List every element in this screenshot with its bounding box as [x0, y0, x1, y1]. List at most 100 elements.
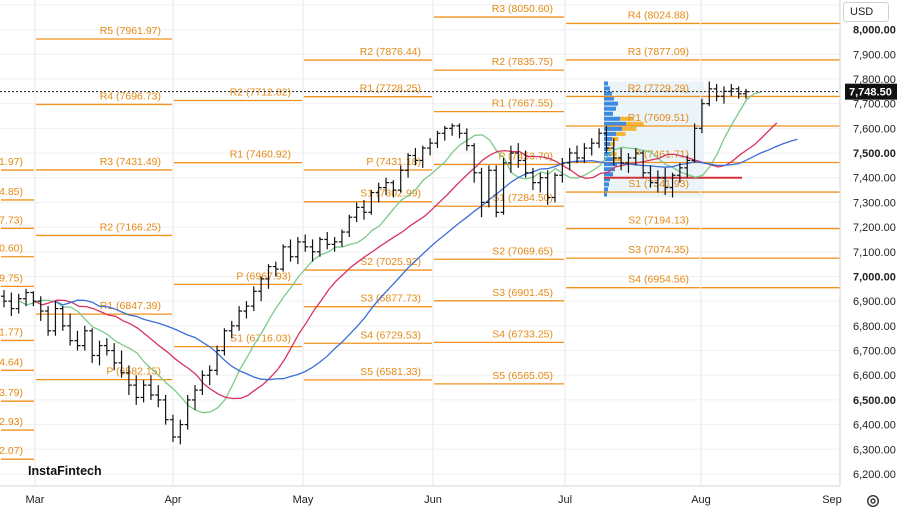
volume-profile-bar: [604, 152, 611, 157]
volume-profile-bar: [604, 111, 613, 116]
horizontal-gridlines: [0, 4, 840, 475]
volume-profile-bar: [626, 121, 644, 126]
pivot-label: R1 (7728.25): [360, 83, 421, 95]
pivot-label: P (6582.15): [106, 366, 161, 378]
volume-profile-bar: [610, 141, 615, 147]
pivot-label: S2 (7069.65): [492, 245, 553, 257]
pivot-label: 2.07): [0, 445, 23, 457]
pivot-label: R2 (7166.25): [100, 221, 161, 233]
volume-profile-bar: [604, 172, 613, 177]
y-tick-label: 6,400.00: [853, 420, 896, 432]
settings-gear-icon[interactable]: [866, 494, 880, 508]
watermark: InstaFintech: [28, 464, 102, 478]
y-tick-label: 7,200.00: [853, 222, 896, 234]
pivot-label: 3.79): [0, 387, 23, 399]
volume-profile-bar: [604, 162, 617, 167]
x-tick-label: May: [293, 494, 314, 506]
y-tick-label: 7,500.00: [853, 148, 896, 160]
volume-profile-bar: [608, 147, 612, 152]
pivot-label: S2 (7025.92): [360, 256, 421, 268]
volume-profile-bar: [604, 167, 615, 172]
pivot-label: 0.60): [0, 243, 23, 255]
volume-profile-bar: [604, 136, 612, 141]
pivot-label: S4 (6729.53): [360, 329, 421, 341]
volume-profile-bar: [604, 116, 620, 121]
pivot-label: 9.75): [0, 272, 23, 284]
y-tick-label: 7,000.00: [853, 271, 896, 283]
volume-profile-bar: [604, 96, 614, 101]
pivot-label: S2 (7194.13): [628, 215, 689, 227]
current-price-tag: 7,748.50: [845, 83, 897, 100]
pivot-label: R1 (7609.51): [628, 112, 689, 124]
pivot-label: P (7431.18): [366, 156, 421, 168]
x-tick-label: Jun: [424, 494, 442, 506]
y-tick-label: 7,300.00: [853, 197, 896, 209]
vertical-gridlines: [34, 0, 702, 486]
pivot-label: S4 (6733.25): [492, 328, 553, 340]
moving-averages: [19, 91, 798, 414]
price-bars: [1, 81, 749, 445]
pivot-label: S3 (7074.35): [628, 244, 689, 256]
moving-average-short: [19, 91, 762, 414]
pivot-label: S5 (6565.05): [492, 370, 553, 382]
volume-profile-bar: [604, 187, 608, 192]
pivot-label: P (6967.93): [236, 270, 291, 282]
volume-profile-bar: [604, 101, 618, 106]
volume-profile-bar: [604, 91, 612, 96]
volume-profile-bar: [614, 157, 622, 162]
moving-average-medium: [34, 122, 778, 400]
y-tick-label: 6,200.00: [853, 469, 896, 481]
pivot-label: 07.73): [0, 214, 23, 226]
pivot-label: S3 (6901.45): [492, 287, 553, 299]
y-tick-label: 6,500.00: [853, 395, 896, 407]
volume-profile-bar: [604, 131, 616, 136]
pivot-label: S1 (7284.50): [492, 192, 553, 204]
y-tick-label: 7,900.00: [853, 49, 896, 61]
pivot-label: 71.77): [0, 326, 23, 338]
currency-selector[interactable]: USD: [843, 2, 889, 22]
x-tick-label: Aug: [691, 494, 711, 506]
volume-profile-bar: [604, 81, 608, 86]
pivot-levels: 21.97) 4.85) 07.73) 0.60) 9.75) 71.77) 4.64) 3.…: [0, 3, 840, 460]
moving-average-long: [55, 138, 798, 381]
volume-profile-bar: [620, 116, 633, 121]
y-tick-label: 6,300.00: [853, 444, 896, 456]
pivot-label: 21.97): [0, 156, 23, 168]
pivot-label: R2 (7835.75): [492, 56, 553, 68]
y-tick-label: 8,000.00: [853, 25, 896, 37]
volume-profile-bar: [622, 126, 637, 131]
volume-profile-bar: [604, 121, 626, 126]
pivot-label: 4.64): [0, 356, 23, 368]
y-tick-label: 6,900.00: [853, 296, 896, 308]
pivot-label: 2.93): [0, 416, 23, 428]
pivot-label: R3 (7877.09): [628, 46, 689, 58]
volume-profile-bar: [604, 182, 609, 187]
y-tick-label: 7,100.00: [853, 247, 896, 259]
volume-profile-bar: [604, 192, 607, 197]
pivot-label: R4 (8024.88): [628, 9, 689, 21]
volume-profile-bar: [604, 106, 616, 111]
volume-profile-bar: [616, 131, 626, 136]
y-tick-label: 6,700.00: [853, 346, 896, 358]
pivot-label: R2 (7876.44): [360, 46, 421, 58]
volume-profile: [604, 81, 742, 198]
y-tick-label: 7,400.00: [853, 173, 896, 185]
current-price-label: 7,748.50: [849, 87, 892, 99]
pivot-label: R1 (7667.55): [492, 98, 553, 110]
pivot-label: S1 (7302.99): [360, 188, 421, 200]
y-tick-label: 6,800.00: [853, 321, 896, 333]
pivot-label: R1 (7460.92): [230, 149, 291, 161]
pivot-label: S3 (6877.73): [360, 293, 421, 305]
pivot-label: R1 (6847.39): [100, 300, 161, 312]
y-tick-label: 7,700.00: [853, 99, 896, 111]
y-tick-label: 7,600.00: [853, 123, 896, 135]
pivot-label: R2 (7729.29): [628, 82, 689, 94]
x-tick-label: Sep: [822, 494, 842, 506]
volume-profile-bar: [604, 177, 610, 182]
x-tick-label: Apr: [164, 494, 181, 506]
x-tick-label: Mar: [26, 494, 45, 506]
pivot-label: R4 (7696.73): [100, 90, 161, 102]
pivot-label: S5 (6581.33): [360, 366, 421, 378]
